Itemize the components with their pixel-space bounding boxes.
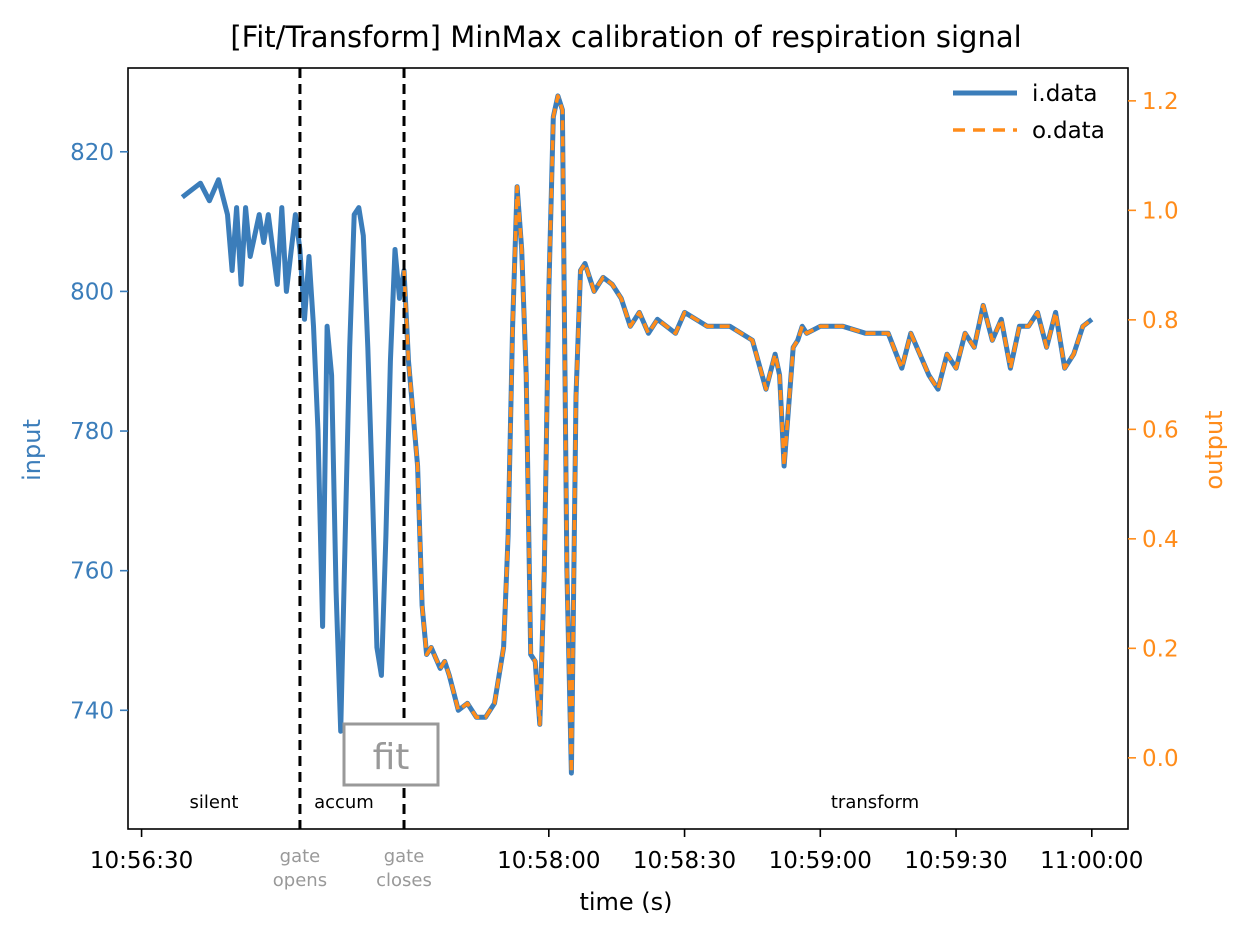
- series-layer: [180, 93, 1094, 776]
- vline-annotation-gate-closes-line2: closes: [376, 870, 432, 891]
- fit-box-frame: [342, 722, 440, 787]
- y-right-tick-label: 1.0: [1142, 198, 1179, 224]
- y-right-tick-label: 0.0: [1142, 746, 1179, 772]
- fit-box-label: fit: [373, 737, 410, 778]
- y-right-tick-label: 0.4: [1142, 527, 1179, 553]
- region-label-accum: accum: [314, 792, 374, 813]
- y-left-tick-label: 780: [70, 419, 114, 445]
- chart-title: [Fit/Transform] MinMax calibration of re…: [230, 20, 1021, 54]
- x-axis: gate opens gate closes 10:56:30 10:58:00 10:58…: [90, 829, 1143, 891]
- x-tick-label: 11:00:00: [1040, 848, 1143, 874]
- series-line-i-data: [180, 93, 1094, 776]
- y-right-tick-label: 0.6: [1142, 417, 1179, 443]
- legend: i.data o.data: [953, 81, 1105, 144]
- series-line-o-data: [402, 94, 1093, 775]
- y-left-tick-label: 740: [70, 698, 114, 724]
- vline-annotation-gate-opens-line1: gate: [280, 846, 321, 867]
- y-axis-left: 740 760 780 800 820: [70, 140, 128, 724]
- x-axis-label: time (s): [579, 888, 672, 916]
- x-tick-label: 10:56:30: [90, 848, 193, 874]
- vline-annotation-gate-opens-line2: opens: [273, 870, 327, 891]
- y-right-tick-label: 0.8: [1142, 308, 1179, 334]
- y-axis-right: 0.0 0.2 0.4 0.6 0.8 1.0 1.2: [1128, 89, 1179, 772]
- y-left-tick-label: 800: [70, 279, 114, 305]
- y-left-tick-label: 760: [70, 559, 114, 585]
- plot-frame: [127, 67, 1129, 830]
- legend-label-i-data: i.data: [1032, 81, 1098, 107]
- region-label-transform: transform: [831, 792, 919, 813]
- y-right-tick-label: 1.2: [1142, 89, 1179, 115]
- x-tick-label: 10:59:00: [769, 848, 872, 874]
- y-right-tick-label: 0.2: [1142, 636, 1179, 662]
- region-label-silent: silent: [189, 792, 238, 813]
- x-tick-label: 10:59:30: [904, 848, 1007, 874]
- fit-box: fit: [342, 722, 440, 787]
- plot-area: silent accum transform fit: [127, 67, 1129, 830]
- legend-label-o-data: o.data: [1032, 118, 1105, 144]
- region-label-layer: silent accum transform: [189, 792, 919, 813]
- y-axis-right-label: output: [1200, 410, 1228, 489]
- x-tick-label: 10:58:30: [633, 848, 736, 874]
- y-axis-left-label: input: [18, 419, 46, 481]
- x-tick-label: 10:58:00: [497, 848, 600, 874]
- y-left-tick-label: 820: [70, 140, 114, 166]
- vline-annotation-gate-closes-line1: gate: [384, 846, 425, 867]
